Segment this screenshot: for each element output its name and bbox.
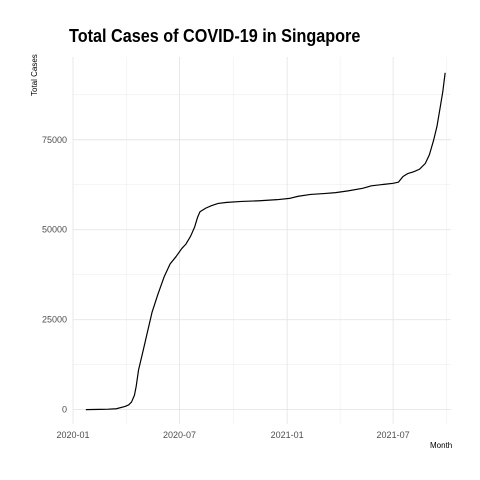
x-axis-title: Month: [430, 441, 453, 450]
grid-lines: [72, 57, 451, 424]
series-layer: [85, 72, 446, 411]
x-tick-label: 2021-01: [271, 430, 304, 440]
total-cases-line: [85, 72, 446, 411]
tick-labels: 0 25000 50000 75000 2020-01 2020-07 2021-01 202…: [42, 135, 410, 440]
x-tick-label: 2020-01: [56, 430, 89, 440]
x-tick-label: 2021-07: [377, 430, 410, 440]
y-tick-label: 75000: [42, 135, 67, 145]
y-tick-label: 0: [62, 405, 67, 415]
chart-title: Total Cases of COVID-19 in Singapore: [69, 26, 361, 46]
y-tick-label: 25000: [42, 315, 67, 325]
y-tick-label: 50000: [42, 225, 67, 235]
x-tick-label: 2020-07: [163, 430, 196, 440]
